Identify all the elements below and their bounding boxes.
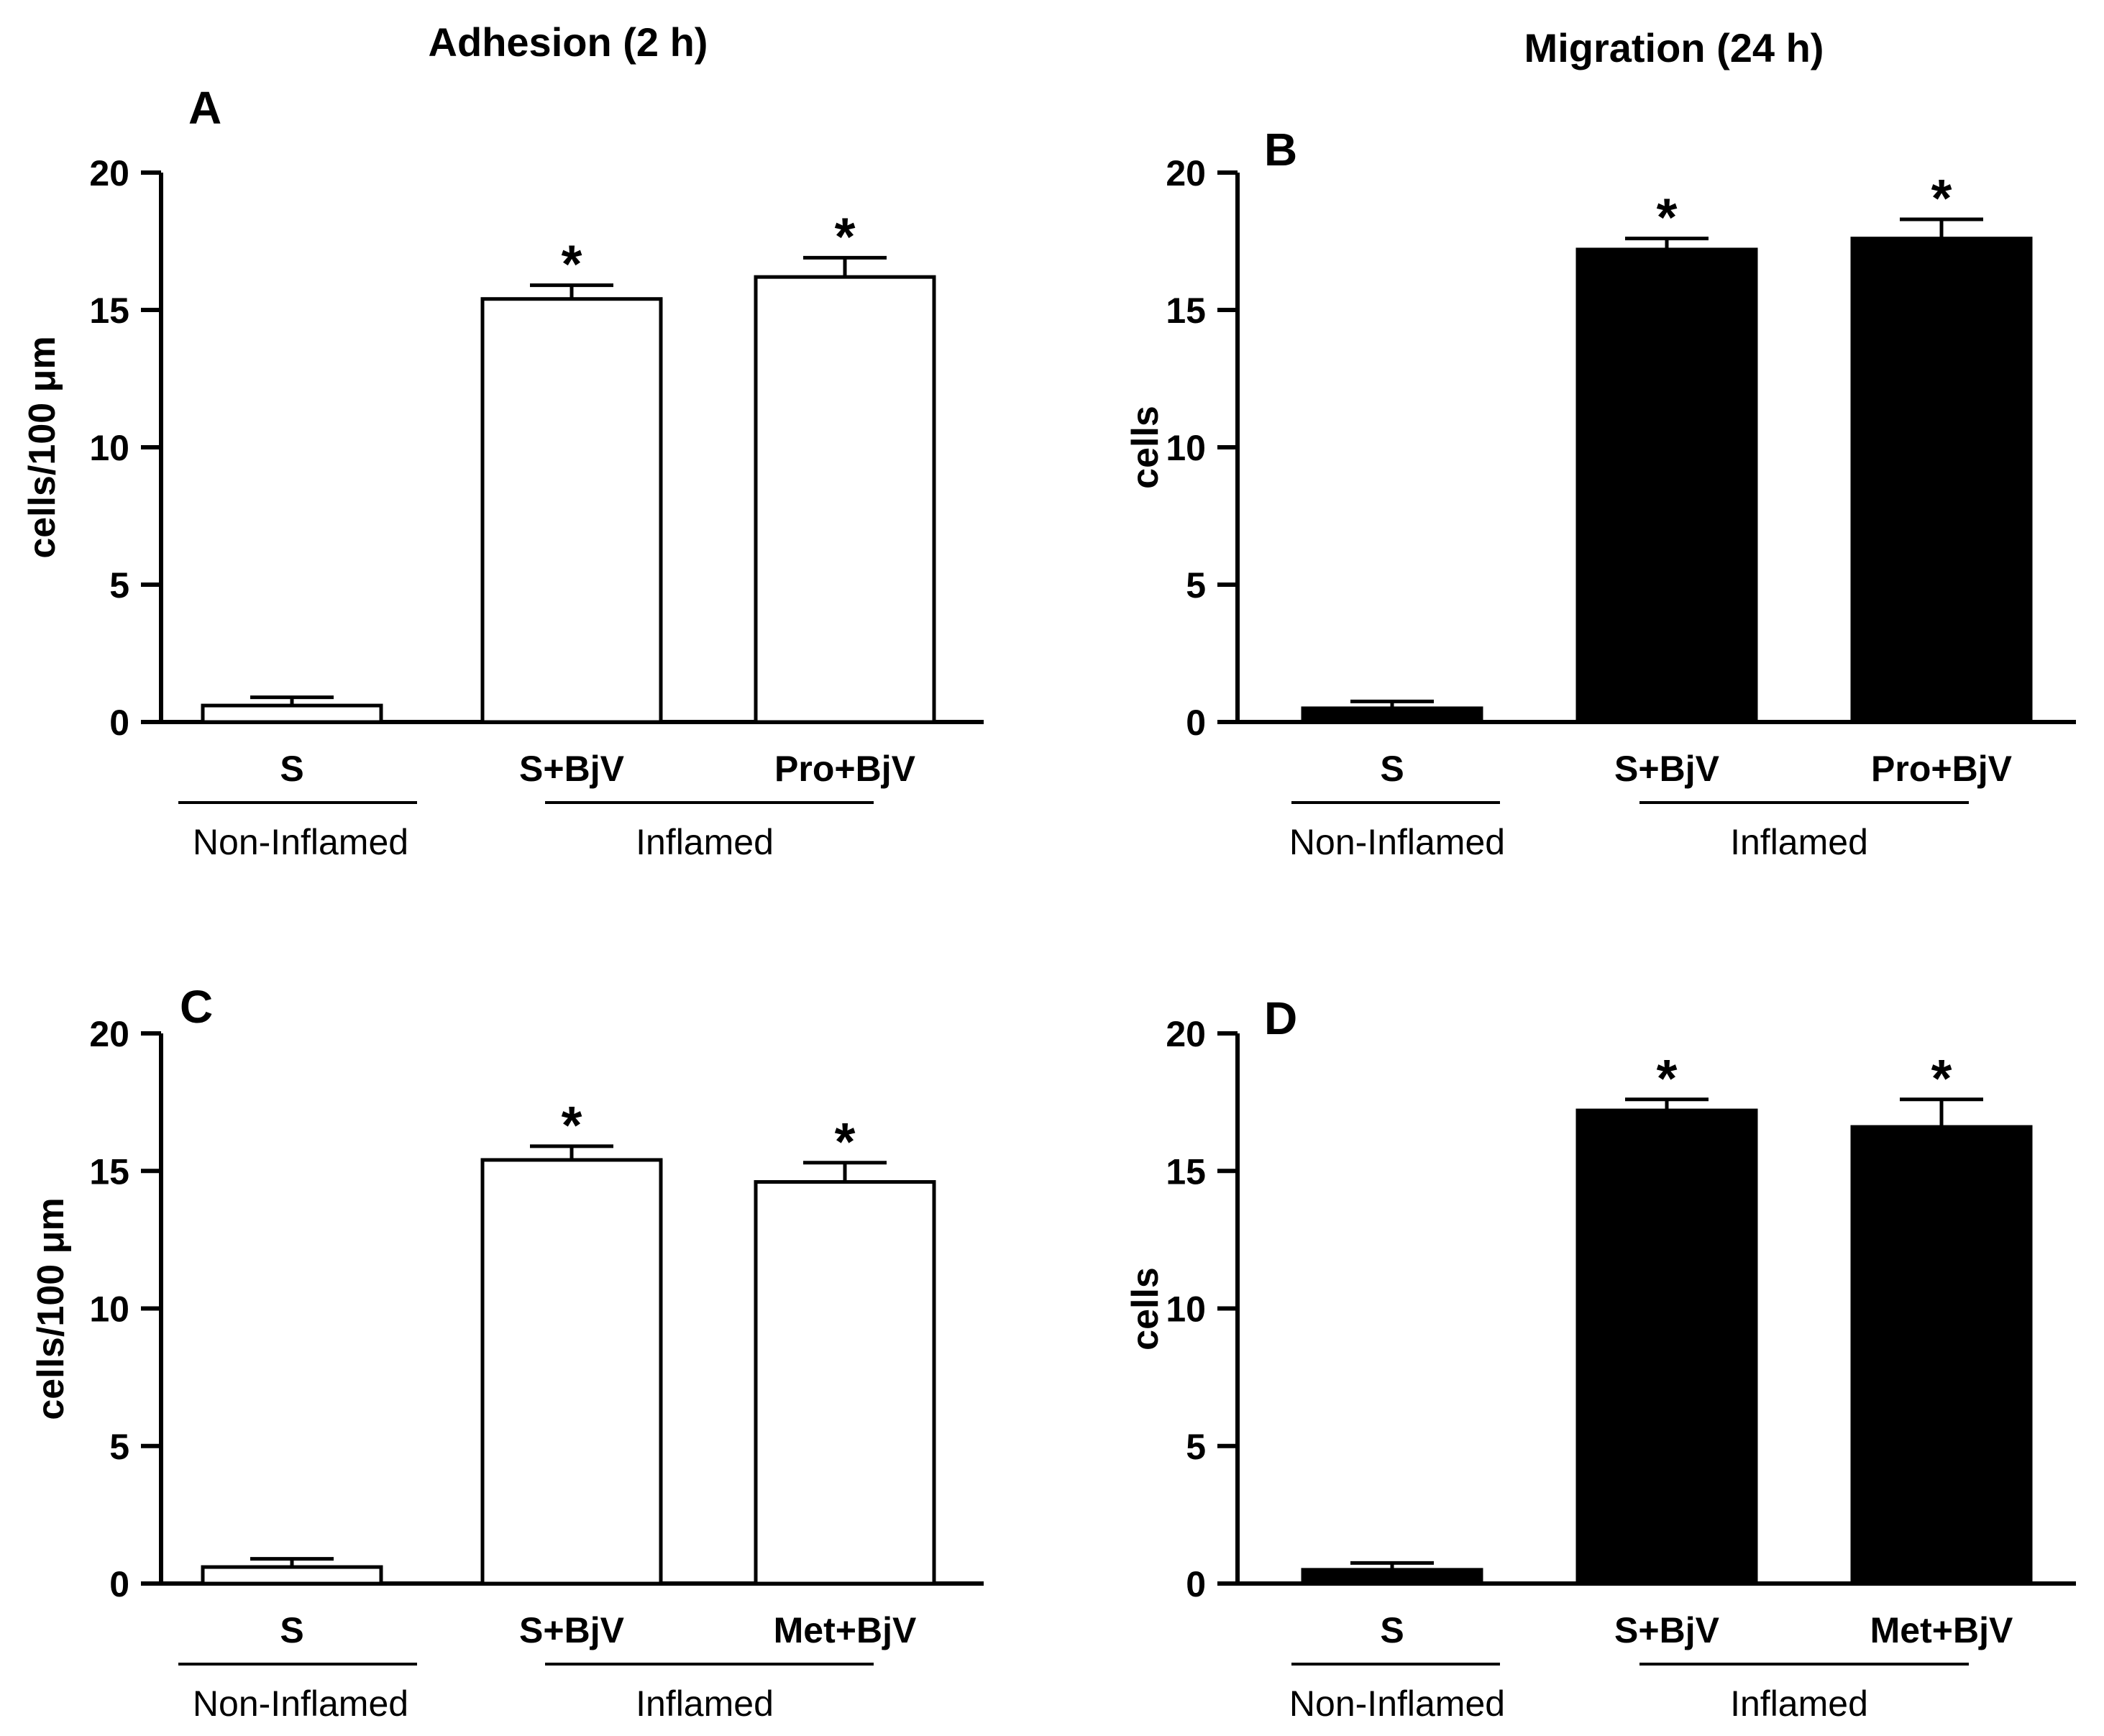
panel-a: A 0 5 10 15 20 cells/100 μm S * S+BjV * Pro+BjV Non-… [22, 82, 984, 862]
significance-marker: * [1657, 188, 1678, 247]
x-category-label: S [280, 749, 303, 789]
x-category-label: Pro+BjV [774, 749, 916, 789]
y-tick-label: 15 [1166, 291, 1206, 331]
y-axis-label: cells/100 μm [30, 1197, 72, 1420]
x-category-label: S+BjV [1614, 1610, 1720, 1650]
x-category-label: Pro+BjV [1871, 749, 2013, 789]
y-tick-label: 5 [109, 1427, 129, 1467]
bar [201, 1565, 383, 1586]
group-label: Inflamed [1730, 1684, 1868, 1724]
y-tick-label: 5 [109, 565, 129, 606]
panel-label-a: A [188, 82, 221, 134]
group-label: Inflamed [1730, 822, 1868, 862]
bar [201, 703, 383, 724]
bar [754, 275, 936, 724]
x-category-label: S [1380, 1610, 1404, 1650]
group-label: Inflamed [636, 1684, 774, 1724]
y-tick-label: 0 [109, 703, 129, 743]
x-category-label: S+BjV [519, 1610, 625, 1650]
significance-marker: * [1657, 1049, 1678, 1108]
y-tick-label: 20 [89, 1014, 129, 1054]
panel-b: B 0 5 10 15 20 cells S * S+BjV * Pro+BjV Non-Inflame… [1125, 124, 2076, 862]
y-tick-label: 20 [89, 153, 129, 193]
y-tick-label: 5 [1186, 565, 1206, 606]
x-category-label: Met+BjV [774, 1610, 917, 1650]
y-axis-label: cells [1125, 1267, 1166, 1351]
bar [1301, 706, 1483, 724]
x-category-label: S [1380, 749, 1404, 789]
significance-marker: * [1931, 1049, 1952, 1108]
panel-label-b: B [1264, 124, 1297, 175]
y-axis-label: cells [1125, 406, 1166, 489]
panel-label-c: C [180, 981, 213, 1033]
significance-marker: * [562, 1095, 582, 1155]
y-tick-label: 0 [109, 1564, 129, 1604]
significance-marker: * [1931, 168, 1952, 228]
significance-marker: * [562, 234, 582, 294]
x-category-label: S+BjV [1614, 749, 1720, 789]
y-tick-label: 10 [1166, 428, 1206, 468]
significance-marker: * [835, 1112, 856, 1171]
bar [1301, 1568, 1483, 1586]
x-category-label: S+BjV [519, 749, 625, 789]
y-tick-label: 20 [1166, 153, 1206, 193]
panel-d: D 0 5 10 15 20 cells S * S+BjV * Met+BjV Non-Inflame… [1125, 992, 2076, 1724]
group-label: Non-Inflamed [193, 822, 408, 862]
group-label: Inflamed [636, 822, 774, 862]
y-tick-label: 15 [1166, 1151, 1206, 1192]
x-category-label: S [280, 1610, 303, 1650]
y-tick-label: 0 [1186, 703, 1206, 743]
y-tick-label: 0 [1186, 1564, 1206, 1604]
y-tick-label: 5 [1186, 1427, 1206, 1467]
significance-marker: * [835, 206, 856, 266]
y-tick-label: 10 [89, 1289, 129, 1330]
group-label: Non-Inflamed [1289, 822, 1505, 862]
y-tick-label: 15 [89, 1151, 129, 1192]
panel-c: C 0 5 10 15 20 cells/100 μm S * S+BjV * Met+BjV Non-… [30, 981, 984, 1724]
x-category-label: Met+BjV [1870, 1610, 2013, 1650]
bar [480, 1158, 663, 1586]
bar [480, 297, 663, 724]
group-label: Non-Inflamed [193, 1684, 408, 1724]
y-tick-label: 10 [1166, 1289, 1206, 1330]
y-tick-label: 15 [89, 291, 129, 331]
bar [1850, 1125, 2033, 1586]
y-axis-label: cells/100 μm [22, 336, 63, 558]
bar [1575, 1108, 1758, 1586]
column-title-adhesion: Adhesion (2 h) [429, 19, 708, 65]
group-label: Non-Inflamed [1289, 1684, 1505, 1724]
y-tick-label: 10 [89, 428, 129, 468]
column-title-migration: Migration (24 h) [1524, 25, 1824, 70]
bar [1575, 247, 1758, 724]
panel-label-d: D [1264, 992, 1297, 1044]
y-tick-label: 20 [1166, 1014, 1206, 1054]
bar [754, 1180, 936, 1586]
bar [1850, 237, 2033, 724]
